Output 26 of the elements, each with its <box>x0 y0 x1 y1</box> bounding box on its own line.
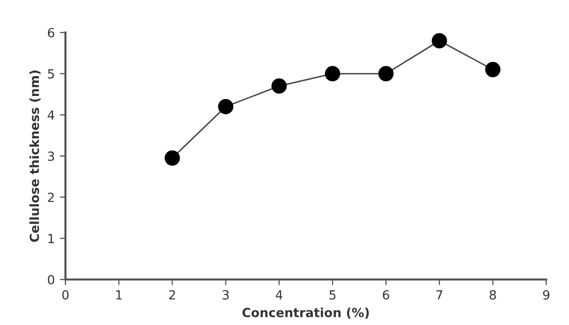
point <box>164 150 180 166</box>
y-tick-label: 3 <box>48 151 54 161</box>
x-tick-label: 8 <box>490 290 496 300</box>
y-tick-label: 0 <box>48 274 54 284</box>
y-tick-label: 4 <box>48 110 54 120</box>
point <box>218 98 234 114</box>
y-tick-label: 2 <box>48 192 54 202</box>
point <box>432 33 448 48</box>
x-tick-label: 0 <box>62 290 69 300</box>
x-tick-label: 7 <box>436 290 442 300</box>
point <box>378 66 394 82</box>
x-tick-label: 1 <box>116 290 122 300</box>
y-tick-label: 5 <box>48 69 54 79</box>
y-tick-label: 1 <box>48 234 54 244</box>
point <box>324 66 340 82</box>
x-tick-label: 3 <box>222 290 229 300</box>
x-tick-label: 6 <box>382 290 390 300</box>
x-tick-label: 4 <box>276 290 282 300</box>
y-tick-label: 6 <box>48 28 54 38</box>
y-axis-title: Cellulose thickness (nm) <box>29 70 41 242</box>
x-tick-label: 2 <box>169 290 176 300</box>
point <box>485 62 500 78</box>
x-tick-label: 9 <box>543 290 550 300</box>
x-tick-label: 5 <box>330 290 336 300</box>
x-axis-title: Concentration (%) <box>242 308 369 319</box>
point <box>271 78 287 94</box>
